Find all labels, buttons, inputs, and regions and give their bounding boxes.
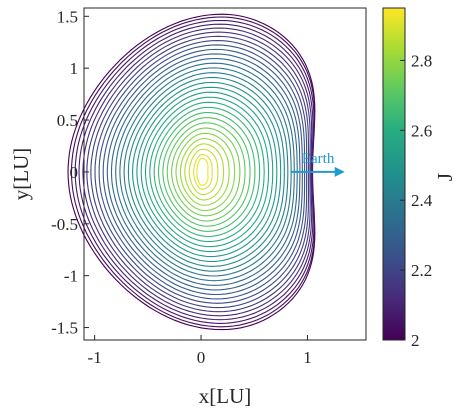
contour-line: [188, 148, 219, 196]
contour-line: [74, 19, 315, 324]
contour-line: [162, 117, 251, 227]
contour-line: [70, 16, 316, 328]
contour-line: [127, 76, 285, 267]
contour-line: [90, 35, 310, 309]
contour-line: [115, 62, 295, 282]
contour-line: [136, 86, 278, 258]
contour-line: [123, 72, 289, 272]
colorbar: [382, 7, 406, 341]
y-axis-ticks: 1.5 1 0.5 0 -0.5 -1 -1.5: [51, 7, 89, 338]
y-tick-label: -1: [64, 267, 78, 286]
contour-line: [78, 23, 314, 321]
x-axis-ticks: -1 0 1: [88, 335, 312, 367]
contour-line: [102, 48, 303, 296]
y-tick-label: 0: [70, 163, 79, 182]
x-tick-label: 1: [303, 348, 312, 367]
contour-line: [166, 122, 246, 222]
contour-line: [149, 101, 265, 243]
y-tick-label: 1: [70, 59, 79, 78]
colorbar-ticks: 2 2.2 2.4 2.6 2.8: [400, 51, 433, 350]
colorbar-tick-label: 2.4: [411, 191, 433, 210]
colorbar-tick-label: 2.8: [411, 51, 432, 70]
colorbar-label: J: [433, 173, 457, 181]
contour-line: [196, 157, 209, 186]
colorbar-tick-label: 2.2: [411, 261, 432, 280]
y-tick-label: 1.5: [57, 7, 78, 26]
contour-line: [184, 143, 225, 201]
y-axis-label: y[LU]: [9, 148, 33, 200]
contour-line: [132, 81, 282, 263]
y-tick-label: -1.5: [51, 319, 78, 338]
colorbar-tick-label: 2: [411, 331, 420, 350]
x-axis-label: x[LU]: [199, 384, 251, 408]
contour-line: [98, 44, 306, 300]
contour-line: [144, 96, 270, 248]
contour-lines: [67, 13, 316, 331]
contour-line: [175, 132, 236, 212]
contour-line: [119, 67, 292, 277]
contour-line: [153, 106, 261, 238]
contour-line: [171, 127, 241, 217]
earth-label: Earth: [302, 151, 335, 167]
contour-line: [67, 13, 316, 331]
colorbar-tick-label: 2.6: [411, 121, 432, 140]
x-tick-label: -1: [88, 348, 102, 367]
earth-annotation: Earth: [291, 151, 345, 177]
contour-line: [157, 111, 256, 232]
contour-line: [193, 154, 213, 190]
x-tick-label: 0: [197, 348, 206, 367]
y-tick-label: 0.5: [57, 111, 78, 130]
contour-line: [110, 57, 298, 286]
contour-line: [94, 40, 308, 304]
contour-line: [82, 27, 313, 317]
contour-line: [179, 138, 230, 206]
contour-line: [106, 53, 301, 291]
contour-line: [140, 91, 274, 253]
earth-arrowhead: [334, 166, 345, 177]
y-tick-label: -0.5: [51, 215, 78, 234]
